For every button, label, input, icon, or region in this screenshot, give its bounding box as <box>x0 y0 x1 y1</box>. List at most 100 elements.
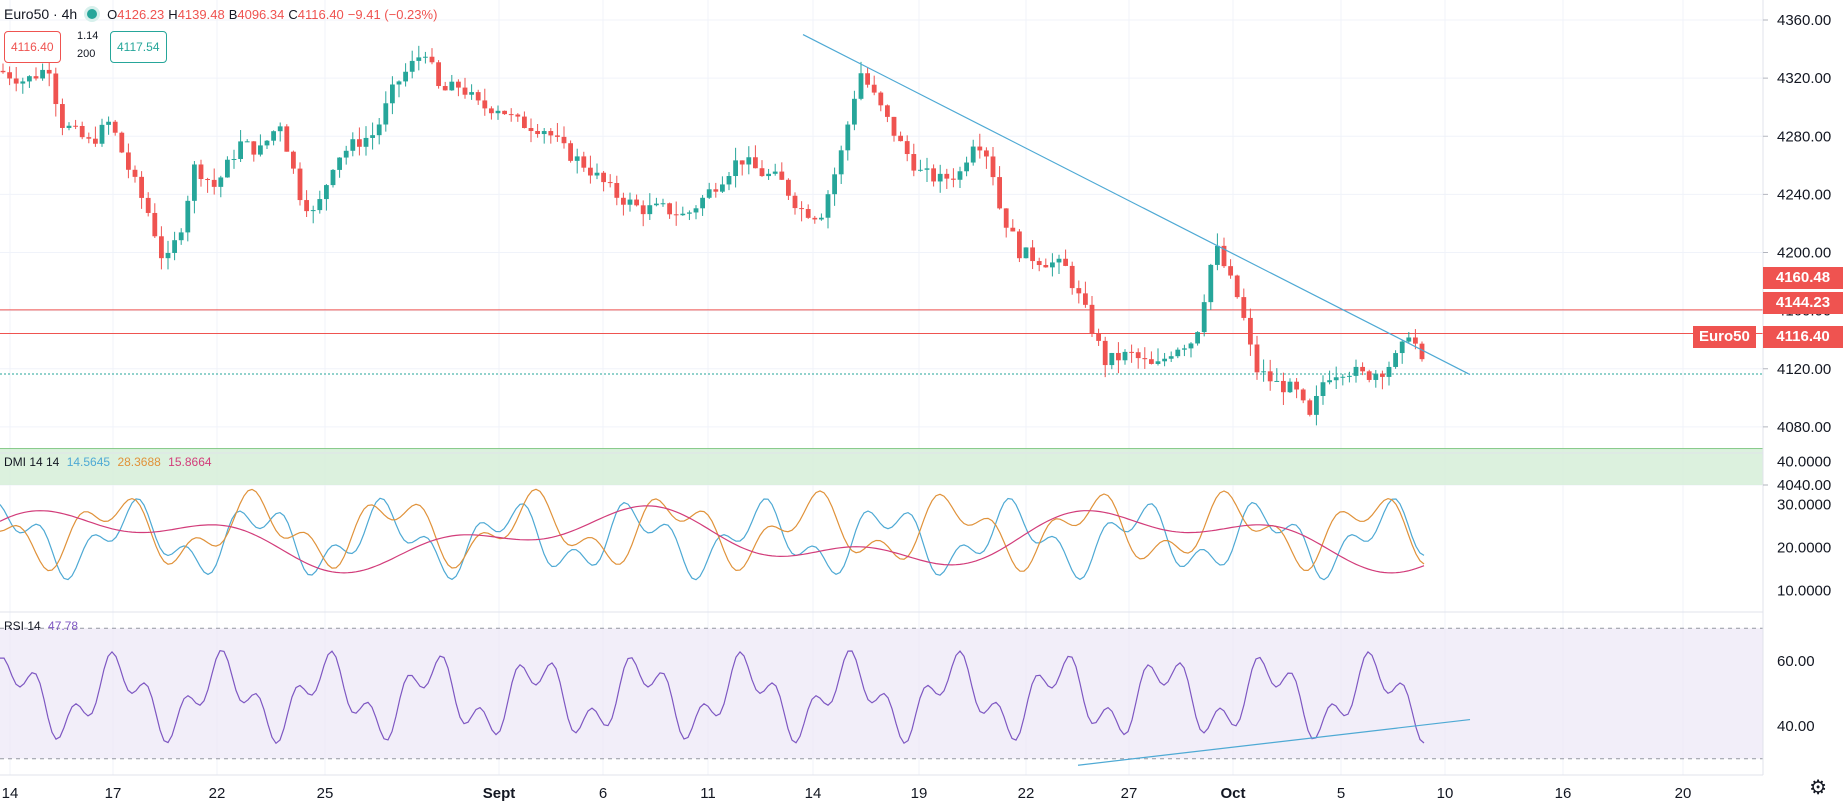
candle-body <box>93 138 98 144</box>
candle-body <box>1056 258 1062 263</box>
candle-body <box>706 189 712 198</box>
rsi-trendline <box>1077 718 1471 766</box>
dmi-plus-line <box>0 497 1425 581</box>
price-tick: 4080.00 <box>1777 419 1831 436</box>
candle-body <box>482 100 488 109</box>
candle-body <box>1386 366 1392 377</box>
candle-body <box>132 169 138 177</box>
price-tick: 4280.00 <box>1777 128 1831 145</box>
candle-body <box>456 81 461 88</box>
settings-gear-icon[interactable]: ⚙ <box>1809 777 1827 799</box>
candle-body <box>1188 343 1194 349</box>
candle-body <box>1109 352 1115 366</box>
candle-body <box>1413 337 1418 344</box>
candle-body <box>462 87 468 95</box>
symbol-title[interactable]: Euro50 · 4h <box>4 6 78 22</box>
candle-body <box>825 194 831 218</box>
candle-body <box>581 156 587 168</box>
candle-body <box>337 157 342 170</box>
rsi-legend[interactable]: RSI 14 47.78 <box>4 619 78 633</box>
sell-button[interactable]: 4116.40 <box>4 31 61 63</box>
dmi-legend[interactable]: DMI 14 14 14.5645 28.3688 15.8664 <box>4 455 212 469</box>
candle-body <box>548 131 554 136</box>
time-tick: Sept <box>483 785 516 802</box>
candle-body <box>720 184 725 192</box>
candle-body <box>1168 356 1174 359</box>
candle-body <box>205 179 210 181</box>
candle-body <box>489 108 494 114</box>
level1-price-label: 4160.48 <box>1763 267 1843 289</box>
candle-body <box>139 176 144 198</box>
candle-body <box>119 132 125 153</box>
candle-body <box>1294 381 1299 390</box>
candle-body <box>1089 304 1095 334</box>
candle-body <box>746 157 752 165</box>
candle-body <box>86 137 92 139</box>
candle-body <box>627 199 633 205</box>
candle-body <box>977 146 983 151</box>
candle-body <box>502 110 507 115</box>
candle-body <box>396 81 402 85</box>
open-key: O <box>107 6 118 22</box>
candle-body <box>673 214 679 216</box>
ohlc-legend: Euro50 · 4h O 4126.23 H 4139.48 B 4096.34 C… <box>0 0 441 28</box>
candle-body <box>1307 400 1313 415</box>
candle-body <box>555 135 560 137</box>
time-tick: 19 <box>911 785 928 802</box>
candle-body <box>1069 265 1075 289</box>
time-tick: 14 <box>2 785 19 802</box>
candle-body <box>621 197 626 205</box>
candle-body <box>1135 352 1141 359</box>
candle-body <box>1003 208 1009 228</box>
candle-body <box>937 173 943 182</box>
candle-body <box>1419 343 1425 360</box>
candle-body <box>944 173 950 179</box>
candle-body <box>1340 376 1346 378</box>
candle-body <box>264 140 270 146</box>
candle-body <box>541 131 547 135</box>
low-value: 4096.34 <box>237 6 285 22</box>
candle-body <box>33 76 39 79</box>
candle-body <box>1195 332 1200 344</box>
candle-body <box>997 177 1002 209</box>
candle-body <box>819 217 824 220</box>
time-tick: Oct <box>1220 785 1245 802</box>
time-tick: 14 <box>805 785 822 802</box>
candle-body <box>984 150 989 157</box>
candle-body <box>845 124 851 151</box>
spread-value: 1.14 <box>77 30 99 42</box>
candle-body <box>376 124 382 136</box>
candle-body <box>753 157 758 169</box>
candle-body <box>284 126 290 152</box>
candle-body <box>865 73 870 85</box>
time-tick: 6 <box>599 785 607 802</box>
market-status-icon <box>87 9 98 19</box>
candle-body <box>574 156 580 161</box>
candle-body <box>1248 317 1253 345</box>
dmi-tick: 20.0000 <box>1777 540 1831 557</box>
candle-body <box>277 126 283 132</box>
candle-body <box>370 135 375 138</box>
buy-button[interactable]: 4117.54 <box>110 31 167 63</box>
close-key: C <box>288 6 298 22</box>
dmi-adx-value: 15.8664 <box>168 455 212 469</box>
candle-body <box>423 56 428 58</box>
candle-body <box>1241 297 1247 318</box>
candle-body <box>588 167 593 176</box>
quantity-value[interactable]: 200 <box>77 48 96 60</box>
candle-body <box>159 236 164 259</box>
candle-body <box>508 114 514 116</box>
high-key: H <box>168 6 178 22</box>
candle-body <box>324 185 329 200</box>
candle-body <box>251 141 257 155</box>
rsi-band <box>0 628 1763 759</box>
rsi-label: RSI 14 <box>4 619 41 633</box>
candle-body <box>1327 380 1332 383</box>
candle-body <box>350 139 356 151</box>
candle-body <box>693 208 699 213</box>
dmi-plus-value: 14.5645 <box>66 455 111 469</box>
candle-body <box>1096 333 1101 341</box>
candle-body <box>726 176 732 185</box>
price-tick: 4320.00 <box>1777 70 1831 87</box>
